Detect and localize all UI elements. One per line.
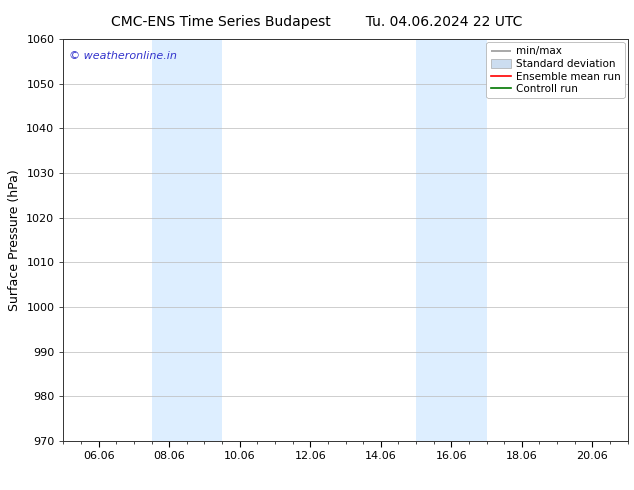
Bar [152,39,222,441]
Y-axis label: Surface Pressure (hPa): Surface Pressure (hPa) [8,169,21,311]
Legend: min/max, Standard deviation, Ensemble mean run, Controll run: min/max, Standard deviation, Ensemble me… [486,42,624,98]
Text: © weatheronline.in: © weatheronline.in [69,51,177,61]
Text: CMC-ENS Time Series Budapest        Tu. 04.06.2024 22 UTC: CMC-ENS Time Series Budapest Tu. 04.06.2… [112,15,522,29]
Bar [416,39,487,441]
